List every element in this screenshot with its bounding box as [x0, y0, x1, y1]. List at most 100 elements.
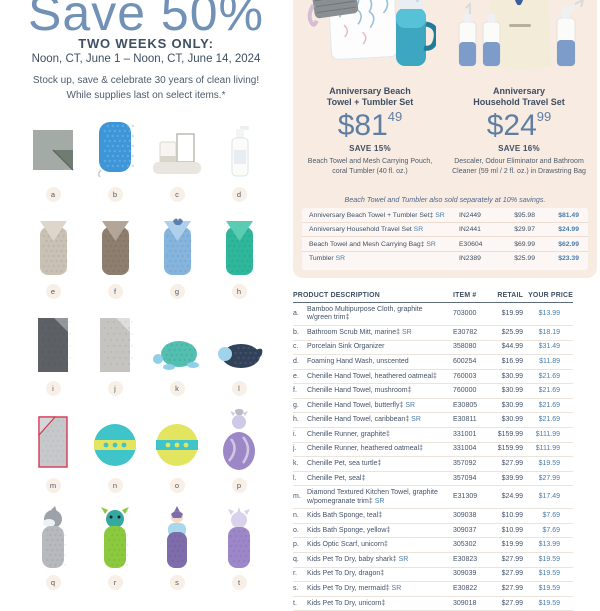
- your-price: $18.19: [538, 328, 560, 336]
- retail-price: $27.99: [501, 555, 523, 563]
- featured-set-beach: Anniversary Beach Towel + Tumbler Set $8…: [297, 0, 443, 278]
- letter-badge-s: s: [169, 575, 185, 590]
- two-weeks-only-heading: TWO WEEKS ONLY:: [78, 36, 214, 51]
- featured-sets-panel: Anniversary Beach Towel + Tumbler Set $8…: [293, 0, 597, 278]
- your-price: $23.39: [558, 255, 579, 262]
- letter-badge-p: p: [231, 478, 247, 493]
- set-price: $8149: [337, 108, 403, 142]
- table-row-b: b. Bathroom Scrub Mitt, marine‡ SR E30782 $…: [293, 326, 573, 341]
- your-price: $7.69: [542, 512, 560, 520]
- product-description: Chenille Hand Towel, mushroom‡: [307, 387, 412, 395]
- product-thumb-c: c: [146, 108, 208, 205]
- left-column: Save 50% TWO WEEKS ONLY: Noon, CT, June …: [0, 0, 292, 600]
- letter-badge-j: j: [107, 381, 123, 396]
- row-letter: r.: [293, 570, 297, 578]
- retail-price: $95.98: [514, 211, 535, 219]
- set-name: Anniversary Beach Towel + Tumbler Set‡ S…: [309, 211, 445, 219]
- letter-badge-n: n: [107, 478, 123, 493]
- pump-bottle-icon: [209, 112, 269, 182]
- product-thumb-n: n: [84, 399, 146, 496]
- pet-to-dry-shark-icon: [23, 500, 83, 570]
- letter-badge-t: t: [231, 575, 247, 590]
- item-number: E30811: [453, 416, 477, 424]
- set-title: Anniversary Household Travel Set: [473, 86, 565, 108]
- product-description: Chenille Pet, sea turtle‡: [307, 459, 382, 467]
- product-thumb-g: g: [146, 205, 208, 302]
- retail-price: $24.99: [501, 493, 523, 501]
- promo-text: Stock up, save & celebrate 30 years of c…: [0, 73, 292, 103]
- product-description: Chenille Pet, seal‡: [307, 474, 366, 482]
- letter-badge-l: l: [231, 381, 247, 396]
- product-thumb-h: h: [208, 205, 270, 302]
- sr-label: SR: [426, 240, 436, 248]
- table-header-row: PRODUCT DESCRIPTION ITEM # RETAIL YOUR P…: [293, 292, 573, 303]
- retail-price: $30.99: [501, 416, 523, 424]
- item-number: E30805: [453, 401, 478, 409]
- your-price: $111.99: [535, 430, 560, 438]
- featured-table-row: Tumbler SR IN2389 $25.99 $23.39: [302, 252, 588, 266]
- item-number: E30823: [453, 555, 478, 563]
- header-retail: RETAIL: [497, 292, 523, 299]
- item-number: 358080: [453, 343, 477, 351]
- row-letter: f.: [293, 387, 297, 395]
- beach-towel-tumbler-image: [304, 0, 439, 84]
- your-price: $13.99: [538, 541, 560, 549]
- product-thumbnail-grid: a b c d e f g h i j k l m n o p q r s t: [22, 108, 270, 593]
- retail-price: $25.99: [514, 255, 535, 262]
- optic-scarf-icon: [209, 403, 269, 473]
- your-price: $13.99: [538, 309, 560, 317]
- product-description: Kids Optic Scarf, unicorn‡: [307, 541, 388, 549]
- row-letter: l.: [293, 474, 297, 482]
- letter-badge-c: c: [169, 187, 185, 202]
- promo-line-2: While supplies last on select items.*: [66, 90, 226, 101]
- kitchen-towel-icon: [23, 403, 83, 473]
- product-description: Chenille Hand Towel, butterfly‡ SR: [307, 401, 416, 409]
- your-price: $81.49: [558, 211, 579, 219]
- retail-price: $19.99: [501, 309, 523, 317]
- product-description: Porcelain Sink Organizer: [307, 343, 385, 351]
- scrub-mitt-icon: [85, 112, 145, 182]
- table-row-p: p. Kids Optic Scarf, unicorn‡ 305302 $19.99…: [293, 538, 573, 554]
- set-price: $2499: [486, 108, 552, 142]
- product-price-table: PRODUCT DESCRIPTION ITEM # RETAIL YOUR P…: [293, 292, 573, 611]
- retail-price: $159.99: [497, 430, 523, 438]
- product-description: Kids Pet To Dry, unicorn‡: [307, 599, 386, 607]
- seal-icon: [209, 306, 269, 376]
- table-row-d: d. Foaming Hand Wash, unscented 600254 $16.…: [293, 355, 573, 370]
- letter-badge-b: b: [107, 187, 123, 202]
- product-thumb-e: e: [22, 205, 84, 302]
- letter-badge-d: d: [231, 187, 247, 202]
- sr-label: SR: [401, 328, 412, 336]
- retail-price: $27.99: [501, 459, 523, 467]
- row-letter: k.: [293, 459, 299, 467]
- table-row-h: h. Chenille Hand Towel, caribbean‡ SR E308…: [293, 413, 573, 429]
- your-price: $21.69: [538, 401, 560, 409]
- table-row-s: s. Kids Pet To Dry, mermaid‡ SR E30822 $27.…: [293, 582, 573, 597]
- row-letter: q.: [293, 555, 299, 563]
- retail-price: $30.99: [501, 372, 523, 380]
- your-price: $31.49: [538, 343, 560, 351]
- sink-organizer-icon: [147, 112, 207, 182]
- household-travel-set-image: [449, 0, 589, 84]
- retail-price: $39.99: [501, 474, 523, 482]
- row-letter: o.: [293, 526, 299, 534]
- row-letter: a.: [293, 309, 299, 317]
- product-thumb-q: q: [22, 496, 84, 593]
- set-name: Beach Towel and Mesh Carrying Bag‡ SR: [309, 240, 436, 248]
- item-number: 703000: [453, 309, 477, 317]
- featured-price-table: Anniversary Beach Towel + Tumbler Set‡ S…: [302, 208, 588, 270]
- table-row-k: k. Chenille Pet, sea turtle‡ 357092 $27.99 $…: [293, 457, 573, 472]
- item-number: 600254: [453, 357, 477, 365]
- set-name: Tumbler SR: [309, 255, 346, 262]
- pet-to-dry-unicorn-icon: [209, 500, 269, 570]
- letter-badge-e: e: [45, 284, 61, 299]
- table-row-f: f. Chenille Hand Towel, mushroom‡ 760000 $3…: [293, 384, 573, 399]
- product-description: Diamond Textured Kitchen Towel, graphite…: [307, 489, 438, 505]
- item-number: 309038: [453, 512, 477, 520]
- letter-badge-h: h: [231, 284, 247, 299]
- hand-towel-icon: [23, 209, 83, 279]
- table-row-g: g. Chenille Hand Towel, butterfly‡ SR E308…: [293, 399, 573, 414]
- product-description: Chenille Runner, heathered oatmeal‡: [307, 445, 423, 453]
- product-description: Foaming Hand Wash, unscented: [307, 357, 409, 365]
- set-description: Beach Towel and Mesh Carrying Pouch, cor…: [307, 157, 433, 175]
